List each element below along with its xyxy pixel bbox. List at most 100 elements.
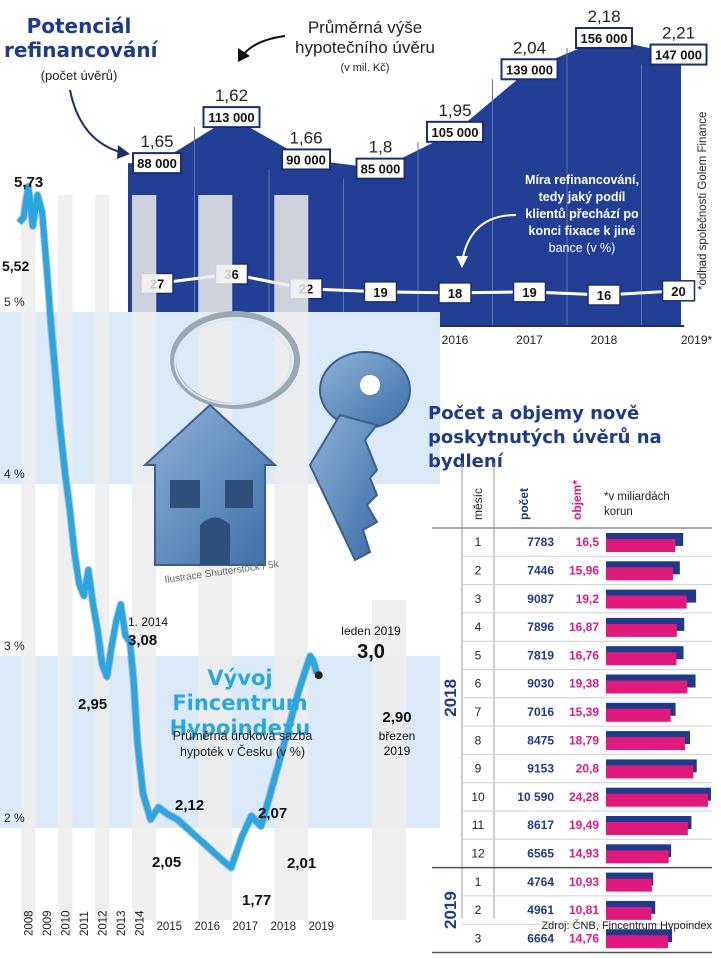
potential-box [355,157,406,180]
table-month: 8 [475,733,482,747]
potential-box [426,120,484,143]
avg-loan-value: 1,66 [289,128,322,147]
annotation-2-01: 2,01 [287,855,316,872]
rate-value: 18 [448,286,462,301]
table-count: 9153 [527,762,554,776]
table-month: 9 [475,762,482,776]
end-marker [314,671,323,680]
table-source: Zdroj: ČNB, Fincentrum Hypoindex [541,920,712,932]
table-month: 3 [475,931,482,945]
potential-value: 90 000 [286,152,326,167]
house-key-illustration: Ilustrace Shutterstock / 5k [142,311,411,586]
year-column [58,195,73,920]
avg-loan-value: 2,21 [662,24,695,43]
x-tick-label: 2019 [308,921,334,933]
volume-bar [606,935,669,949]
table-month: 4 [475,620,482,634]
annotation-3-08: 3,08 [128,632,157,649]
volume-bar [606,539,676,552]
volume-bar [606,765,694,779]
year-label: 2018 [591,333,618,347]
annotation-date: 1. 2014 [128,615,168,629]
table-month: 12 [471,846,485,860]
table-count: 4764 [527,875,554,889]
rate-arrowhead-icon [456,256,468,268]
rate-annotation-line: Míra refinancování, [525,173,639,187]
rate-box [438,282,472,304]
rate-value: 16 [597,288,611,303]
refinancing-subtitle: (počet úvěrů) [40,68,118,83]
table-volume: 24,28 [569,790,599,804]
rate-box [363,281,398,303]
table-title-line-2: poskytnutých úvěrů na bydlení [428,427,662,472]
table-volume: 18,79 [569,733,599,747]
rate-box [587,284,621,306]
potential-value: 85 000 [361,162,401,177]
y-tick-label: 5 % [4,295,25,309]
table-title: Počet a objemy nově poskytnutých úvěrů n… [428,402,721,474]
annotation-2-07: 2,07 [258,805,287,822]
rate-box [661,280,696,302]
table-header: měsíc [471,488,485,520]
table-count: 9030 [527,677,554,691]
volume-bar [606,906,652,920]
rate-annotation-line: bance (v %) [549,241,616,255]
year-column [95,195,110,920]
potential-box [575,27,633,49]
avg-loan-annotation-text: Průměrná výše hypotečního úvěru [295,18,435,57]
title-arrowhead-icon [117,145,130,159]
avg-arrow-icon [242,35,286,56]
potential-value: 156 000 [581,31,628,46]
year-label: 2019* [681,333,713,347]
refinancing-title: Potenciál refinancování [4,14,158,62]
potential-box [202,106,261,129]
table-month: 10 [471,790,485,804]
y-tick-label: 2 % [4,811,25,825]
x-tick-label: 2012 [97,910,109,936]
potential-value: 113 000 [208,110,254,125]
year-label: 2017 [516,333,543,347]
avg-loan-unit: (v mil. Kč) [340,62,390,74]
table-volume: 16,76 [569,648,599,662]
table-month: 1 [475,535,482,549]
table-volume: 15,39 [569,705,599,719]
table-count: 8475 [527,733,554,747]
volume-bar [606,793,708,807]
table-count: 7783 [527,535,554,549]
annotation-5-73: 5,73 [14,174,43,191]
table-count: 9087 [527,592,554,606]
table-volume: 14,93 [569,846,599,860]
hypoindex-line [16,183,320,871]
table-count: 7016 [527,705,554,719]
hypoindex-subtitle: Průměrná úroková sazba hypoték v Česku (… [160,728,325,760]
x-tick-label: 2011 [79,911,91,936]
rate-annotation-line: konci fixace k jiné [529,224,636,238]
potential-box [281,148,331,171]
rate-value: 20 [671,284,685,299]
table-count: 7896 [527,620,554,634]
table-volume: 19,38 [569,677,599,691]
table-month: 5 [475,648,482,662]
avg-loan-value: 2,18 [587,7,620,26]
table-month: 11 [472,818,485,832]
table-year: 2018 [441,679,460,717]
avg-loan-value: 1,95 [438,101,471,120]
annotation-2-90: 2,90 [382,709,411,726]
y-tick-label: 4 % [4,467,25,481]
refinancing-title-text: Potenciál refinancování [4,14,158,62]
table-volume: 19,2 [576,592,600,606]
potential-box [132,152,182,175]
table-count: 8617 [527,818,554,832]
table-note: *v miliardách [604,491,670,503]
table-header: objem* [570,480,584,520]
volume-bar [606,680,688,694]
potential-box [649,43,708,66]
table-year: 2019 [441,891,460,929]
table-month: 2 [475,903,482,917]
x-tick-label: 2014 [134,910,146,936]
volume-bar [606,737,685,751]
rate-box [512,281,547,303]
avg-loan-annotation: Průměrná výše hypotečního úvěru [275,18,455,58]
year-column [372,600,406,920]
